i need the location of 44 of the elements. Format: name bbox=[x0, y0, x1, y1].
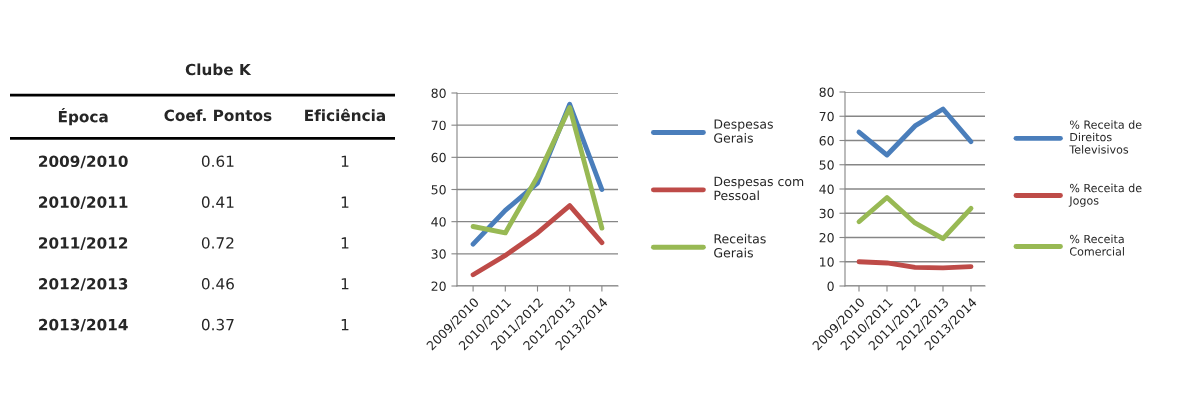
y-tick-label: 20 bbox=[819, 232, 834, 243]
text: 0.61 bbox=[201, 155, 234, 168]
y-tick-label: 40 bbox=[431, 217, 446, 227]
text: 0.41 bbox=[201, 196, 234, 208]
legend-label: Receitas Gerais bbox=[714, 233, 766, 258]
text: 1 bbox=[341, 319, 349, 331]
y-tick-label: 70 bbox=[431, 120, 446, 131]
text: 0.72 bbox=[201, 237, 234, 249]
y-tick-label: 10 bbox=[820, 257, 834, 267]
y-tick-label: 20 bbox=[431, 281, 446, 291]
line-series bbox=[856, 259, 974, 271]
y-tick-label: 80 bbox=[819, 87, 834, 97]
line-series bbox=[856, 195, 974, 242]
text: 0.46 bbox=[201, 278, 234, 290]
legend-label: Despesas com Pessoal bbox=[714, 176, 804, 201]
y-tick-label: 50 bbox=[819, 160, 834, 170]
text: 1 bbox=[341, 155, 349, 167]
y-tick-label: 50 bbox=[431, 184, 446, 195]
legend-label: % Receita de Jogos bbox=[1068, 183, 1142, 207]
category-label: 2012/2013 bbox=[39, 278, 128, 291]
text: 0.37 bbox=[201, 318, 234, 331]
y-tick-label: 60 bbox=[431, 152, 446, 163]
y-tick-label: 30 bbox=[431, 249, 446, 259]
text: 1 bbox=[341, 196, 349, 208]
y-tick-label: 80 bbox=[431, 88, 446, 98]
y-tick-label: 40 bbox=[819, 184, 834, 194]
y-tick-label: 70 bbox=[819, 111, 834, 122]
category-label: Coef. Pontos bbox=[164, 109, 272, 122]
text: Clube K bbox=[185, 63, 252, 76]
category-label: 2009/2010 bbox=[39, 155, 128, 169]
line-series bbox=[856, 106, 974, 158]
category-label: Época bbox=[58, 108, 108, 126]
category-label: Eficiência bbox=[305, 108, 385, 122]
y-tick-label: 0 bbox=[827, 281, 834, 291]
y-tick-label: 30 bbox=[819, 208, 834, 219]
text: 1 bbox=[341, 237, 349, 249]
legend-label: % Receita Comercial bbox=[1069, 234, 1124, 256]
text: 1 bbox=[341, 278, 349, 290]
category-label: 2010/2011 bbox=[39, 196, 128, 210]
y-tick-label: 60 bbox=[819, 135, 834, 146]
category-label: 2011/2012 bbox=[39, 237, 128, 250]
line-series bbox=[470, 203, 605, 278]
legend-label: % Receita de Direitos Televisivos bbox=[1069, 120, 1142, 154]
legend-label: Despesas Gerais bbox=[714, 119, 773, 143]
